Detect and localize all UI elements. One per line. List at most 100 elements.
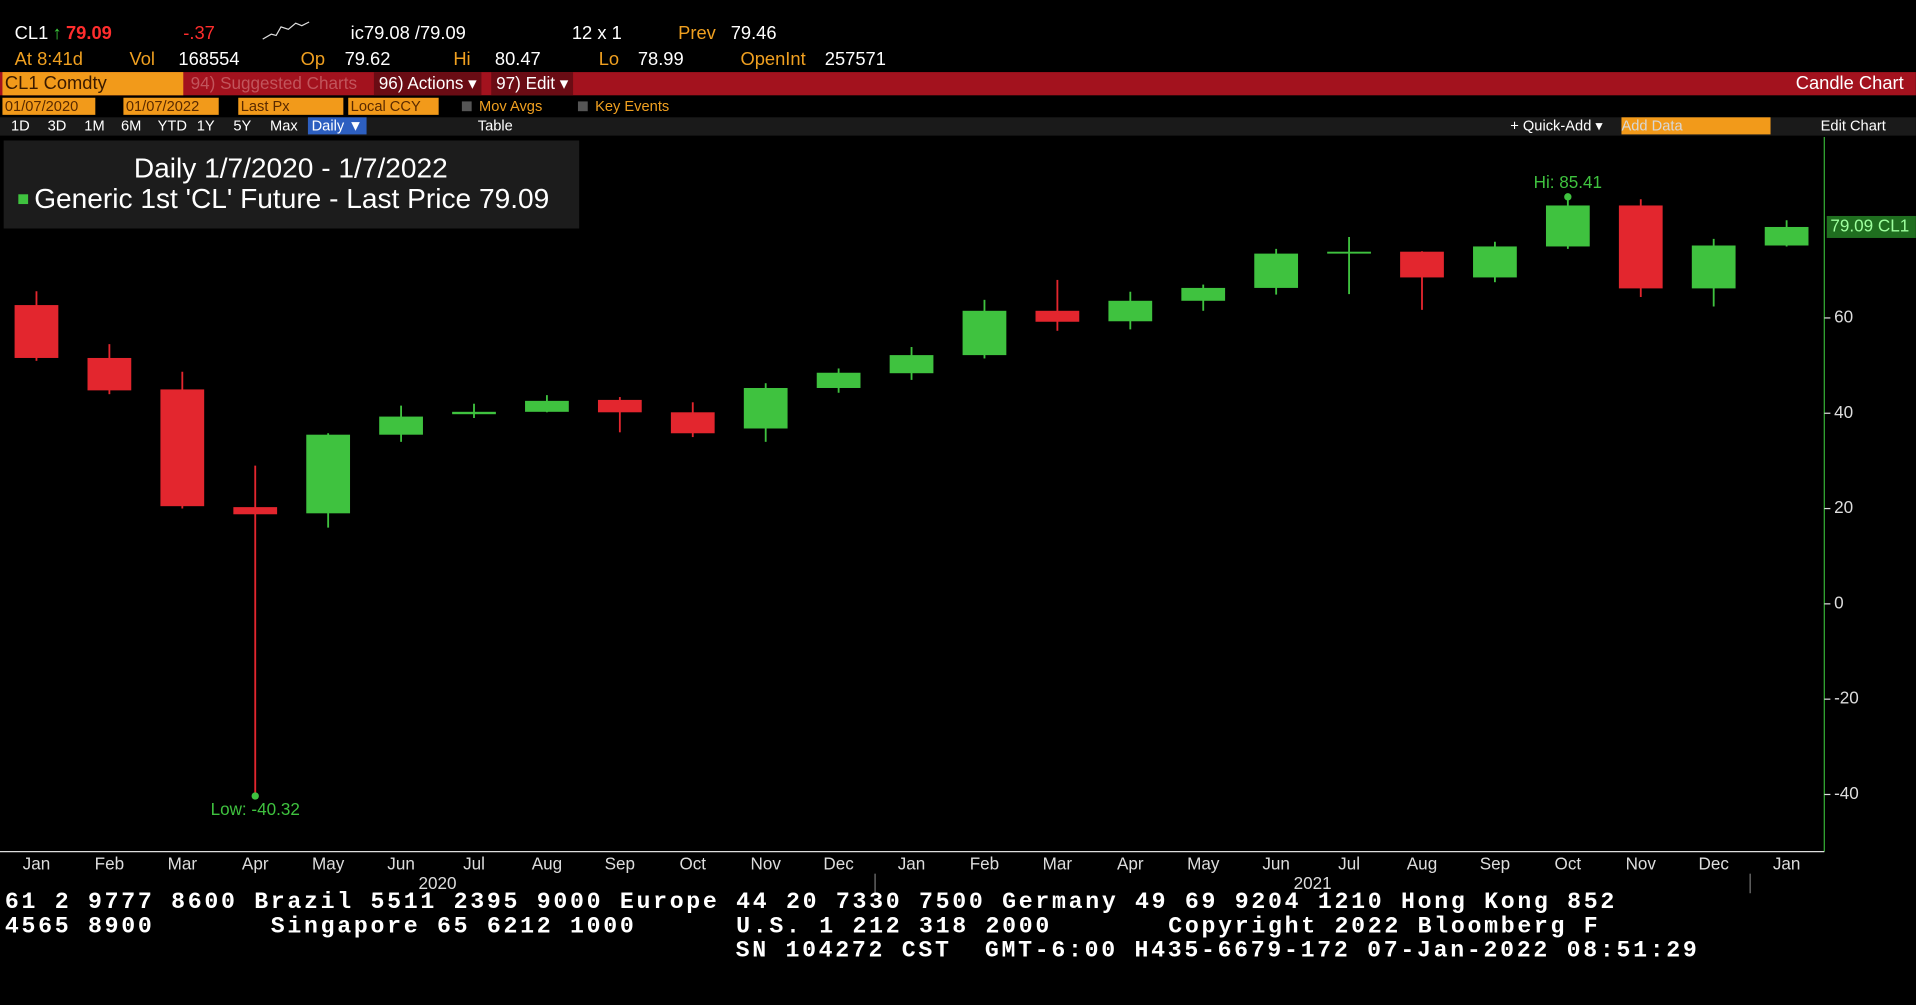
- period-button[interactable]: 1M: [84, 117, 105, 135]
- y-tick-label: 20: [1834, 498, 1853, 517]
- prev: 79.46: [730, 23, 777, 44]
- periods: 1D 3D 1M 6M YTD 1Y 5Y Max: [11, 117, 307, 134]
- candle-body: [1400, 251, 1444, 278]
- prev-label: Prev: [678, 23, 716, 44]
- lo-label: Lo: [598, 48, 620, 70]
- table[interactable]: Table: [477, 117, 513, 135]
- edit-chart[interactable]: Edit Chart: [1820, 117, 1886, 135]
- x-tick-label: May: [312, 855, 345, 874]
- footer-line: SN 104272 CST GMT-6:00 H435-6679-172 07-…: [735, 937, 1700, 965]
- chart-kind: Candle Chart: [1795, 73, 1904, 95]
- start-date[interactable]: 01/07/2020: [2, 97, 96, 115]
- candle-body: [670, 412, 715, 434]
- low-marker: [251, 792, 259, 800]
- x-tick-label: Mar: [168, 855, 198, 874]
- x-tick-label: Jan: [23, 855, 51, 874]
- period-button[interactable]: 3D: [47, 117, 67, 135]
- x-tick-label: Oct: [679, 855, 706, 874]
- last-price-label: 79.09 CL1: [1830, 216, 1909, 235]
- x-tick-label: Apr: [1117, 855, 1144, 874]
- x-tick-label: Dec: [823, 855, 854, 874]
- add-data[interactable]: Add Data: [1621, 117, 1771, 135]
- candle-body: [816, 372, 861, 388]
- period-button[interactable]: YTD: [157, 117, 187, 135]
- x-tick-label: Jun: [1262, 855, 1290, 874]
- x-tick-label: Jul: [1338, 855, 1360, 874]
- hi-label: Hi: [453, 48, 471, 70]
- vol: 168554: [178, 48, 240, 70]
- security[interactable]: CL1 Comdty: [2, 72, 184, 96]
- last: 79.09: [65, 23, 112, 44]
- chart-subtitle: Generic 1st 'CL' Future - Last Price 79.…: [34, 183, 549, 214]
- oi: 257571: [824, 48, 886, 70]
- x-tick-label: Apr: [242, 855, 269, 874]
- op: 79.62: [344, 48, 391, 70]
- candle-body: [597, 399, 642, 413]
- candle-body: [525, 400, 569, 412]
- candle-body: [962, 310, 1007, 356]
- arrow: ↑: [52, 23, 62, 44]
- period-button[interactable]: Max: [270, 117, 298, 135]
- end-date[interactable]: 01/07/2022: [123, 97, 219, 115]
- period-button[interactable]: 6M: [120, 117, 142, 135]
- candle-body: [87, 357, 132, 391]
- size: 12 x 1: [571, 23, 622, 44]
- mov-avgs[interactable]: Mov Avgs: [478, 97, 543, 115]
- candle-body: [1764, 226, 1809, 246]
- period-bar: [0, 117, 1916, 136]
- x-tick-label: Aug: [532, 855, 562, 874]
- y-tick-label: 40: [1834, 403, 1853, 422]
- edit[interactable]: 97) Edit ▾: [491, 72, 574, 96]
- candle-body: [1035, 310, 1080, 322]
- hi: 80.47: [494, 48, 541, 70]
- suggested-charts[interactable]: 94) Suggested Charts: [190, 73, 358, 93]
- time: At 8:41d: [14, 48, 83, 70]
- field[interactable]: Last Px: [238, 97, 344, 115]
- footer-line: 4565 8900 Singapore 65 6212 1000 U.S. 1 …: [4, 912, 1601, 940]
- x-tick-label: Jan: [1773, 855, 1801, 874]
- x-tick-label: Dec: [1698, 855, 1729, 874]
- candle-body: [1473, 246, 1517, 278]
- frequency[interactable]: Daily ▼: [307, 117, 367, 135]
- x-tick-label: Feb: [95, 855, 124, 874]
- sparkline: [262, 21, 310, 40]
- legend-swatch: [18, 194, 29, 205]
- x-tick-label: Nov: [750, 855, 781, 874]
- oi-label: OpenInt: [740, 48, 806, 70]
- x-tick-label: Nov: [1626, 855, 1657, 874]
- year-label: 2021: [1294, 874, 1332, 893]
- candle-body: [306, 434, 351, 514]
- candle-body: [1545, 205, 1590, 247]
- legend-box: [3, 140, 580, 229]
- candle-body: [1108, 300, 1153, 322]
- currency[interactable]: Local CCY: [348, 97, 439, 115]
- footer-line: 61 2 9777 8600 Brazil 5511 2395 9000 Eur…: [4, 888, 1618, 916]
- candle-body: [14, 305, 59, 358]
- period-button[interactable]: 1Y: [196, 117, 215, 135]
- candle-body: [1691, 245, 1736, 289]
- candle-body: [160, 389, 205, 507]
- x-tick-label: May: [1187, 855, 1220, 874]
- candle-body: [1254, 253, 1299, 288]
- x-tick-label: Jan: [898, 855, 926, 874]
- y-tick-label: 60: [1834, 307, 1853, 326]
- period-button[interactable]: 1D: [10, 117, 30, 135]
- actions[interactable]: 96) Actions ▾: [373, 72, 482, 96]
- candle-body: [1181, 287, 1226, 301]
- x-tick-label: Oct: [1555, 855, 1582, 874]
- vol-label: Vol: [129, 48, 156, 70]
- change: -.37: [183, 23, 215, 44]
- op-label: Op: [300, 48, 326, 70]
- key-events[interactable]: Key Events: [595, 97, 670, 115]
- y-tick-label: -20: [1834, 689, 1859, 708]
- year-label: 2020: [419, 874, 457, 893]
- quick-add[interactable]: + Quick-Add ▾: [1510, 117, 1603, 135]
- period-button[interactable]: 5Y: [233, 117, 252, 135]
- checkbox[interactable]: [577, 101, 588, 112]
- candle-body: [452, 411, 496, 415]
- footer: 61 2 9777 8600 Brazil 5511 2395 9000 Eur…: [0, 888, 1916, 1004]
- ticker: CL1: [14, 23, 49, 44]
- checkbox[interactable]: [461, 101, 472, 112]
- high-marker: [1564, 193, 1572, 201]
